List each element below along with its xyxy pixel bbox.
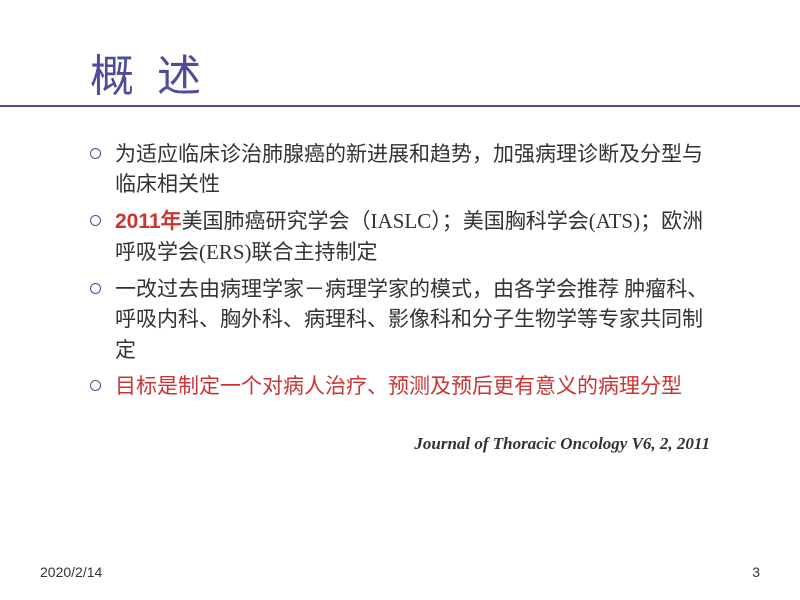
bullet-marker-icon [90,215,101,226]
slide-title: 概 述 [90,40,720,104]
bullet-marker-icon [90,148,101,159]
text-segment: 2011年 [115,210,182,233]
bullet-item: 2011年美国肺癌研究学会（IASLC）；美国胸科学会(ATS)；欧洲呼吸学会(… [90,206,720,268]
text-segment: 美国肺癌研究学会（IASLC）；美国胸科学会(ATS)；欧洲呼吸学会(ERS)联… [115,209,703,264]
bullet-item: 一改过去由病理学家－病理学家的模式，由各学会推荐 肿瘤科、呼吸内科、胸外科、病理… [90,274,720,365]
text-segment: 目标是制定一个对病人治疗、预测及预后更有意义的病理分型 [115,374,682,398]
content-area: 为适应临床诊治肺腺癌的新进展和趋势，加强病理诊断及分型与临床相关性 2011年美国… [90,139,720,454]
bullets-list: 为适应临床诊治肺腺癌的新进展和趋势，加强病理诊断及分型与临床相关性 2011年美国… [90,139,720,402]
bullet-text: 为适应临床诊治肺腺癌的新进展和趋势，加强病理诊断及分型与临床相关性 [115,139,720,200]
bullet-marker-icon [90,283,101,294]
text-segment: 为适应临床诊治肺腺癌的新进展和趋势，加强病理诊断及分型与临床相关性 [115,142,703,196]
text-segment: 一改过去由病理学家－病理学家的模式，由各学会推荐 肿瘤科、呼吸内科、胸外科、病理… [115,277,708,362]
bullet-marker-icon [90,380,101,391]
footer-date: 2020/2/14 [40,564,102,580]
title-underline [0,105,800,107]
slide-container: 概 述 为适应临床诊治肺腺癌的新进展和趋势，加强病理诊断及分型与临床相关性 201… [0,0,800,600]
bullet-item: 目标是制定一个对病人治疗、预测及预后更有意义的病理分型 [90,371,720,401]
footer-page: 3 [752,564,760,580]
bullet-text: 2011年美国肺癌研究学会（IASLC）；美国胸科学会(ATS)；欧洲呼吸学会(… [115,206,720,268]
citation-text: Journal of Thoracic Oncology V6, 2, 2011 [90,434,710,454]
bullet-text: 一改过去由病理学家－病理学家的模式，由各学会推荐 肿瘤科、呼吸内科、胸外科、病理… [115,274,720,365]
bullet-text: 目标是制定一个对病人治疗、预测及预后更有意义的病理分型 [115,371,720,401]
footer: 2020/2/14 3 [40,564,760,580]
bullet-item: 为适应临床诊治肺腺癌的新进展和趋势，加强病理诊断及分型与临床相关性 [90,139,720,200]
